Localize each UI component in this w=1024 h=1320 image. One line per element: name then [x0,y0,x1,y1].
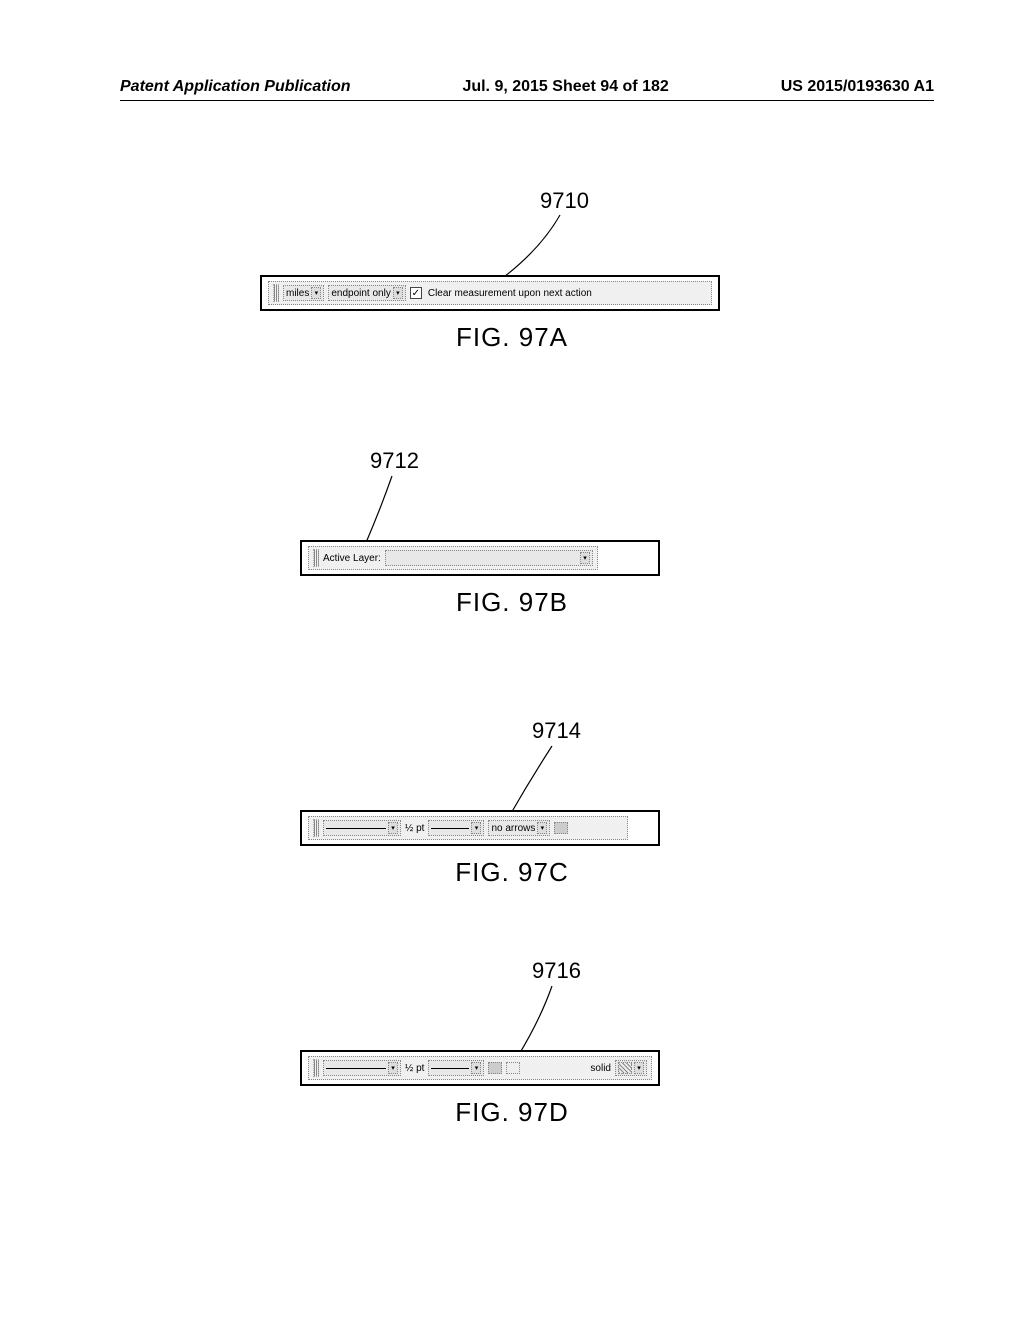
arrows-dropdown-label: no arrows [491,823,535,834]
line-sample-icon [326,1068,386,1069]
fig-97a-label: FIG. 97A [0,322,1024,353]
toolbar-97a: miles ▾ endpoint only ▾ ✓ Clear measurem… [260,275,720,311]
header-center: Jul. 9, 2015 Sheet 94 of 182 [462,78,668,96]
fill-color-swatch[interactable] [506,1062,520,1074]
hatched-swatch-icon [618,1062,632,1074]
fig-97d-label-block: FIG. 97D [0,1091,1024,1128]
toolbar-97c: ▾ ½ pt ▾ no arrows ▾ [300,810,660,846]
active-layer-label: Active Layer: [323,553,381,564]
ref-97a: 9710 [540,188,589,214]
toolbar-strip-97a: miles ▾ endpoint only ▾ ✓ Clear measurem… [268,281,712,305]
toolbar-strip-97d: ▾ ½ pt ▾ solid ▾ [308,1056,652,1080]
units-dropdown-label: miles [286,288,309,299]
clear-checkbox[interactable]: ✓ [410,287,422,299]
chevron-down-icon: ▾ [388,1062,398,1074]
chevron-down-icon: ▾ [537,822,547,834]
line-weight-dropdown[interactable]: ▾ [428,1060,484,1076]
line-color-swatch[interactable] [488,1062,502,1074]
grip-icon [273,284,279,302]
line-sample-icon [326,828,386,829]
fig-97b-label-block: FIG. 97B [0,581,1024,618]
active-layer-dropdown[interactable]: ▾ [385,550,593,566]
fig-97a-label-block: FIG. 97A [0,316,1024,353]
toolbar-97d: ▾ ½ pt ▾ solid ▾ [300,1050,660,1086]
chevron-down-icon: ▾ [388,822,398,834]
line-style-dropdown[interactable]: ▾ [323,820,401,836]
fig-97c-label: FIG. 97C [0,857,1024,888]
ref-97b: 9712 [370,448,419,474]
fig-97d-label: FIG. 97D [0,1097,1024,1128]
line-style-dropdown[interactable]: ▾ [323,1060,401,1076]
color-swatch[interactable] [554,822,568,834]
line-weight-label: ½ pt [405,823,424,834]
chevron-down-icon: ▾ [311,287,321,299]
header-right: US 2015/0193630 A1 [781,78,934,96]
endpoint-dropdown[interactable]: endpoint only ▾ [328,285,406,301]
header-left: Patent Application Publication [120,78,351,96]
chevron-down-icon: ▾ [471,822,481,834]
units-dropdown[interactable]: miles ▾ [283,285,324,301]
toolbar-strip-97b: Active Layer: ▾ [308,546,598,570]
fig-97c-label-block: FIG. 97C [0,851,1024,888]
grip-icon [313,1059,319,1077]
grip-icon [313,549,319,567]
line-weight-label: ½ pt [405,1063,424,1074]
arrows-dropdown[interactable]: no arrows ▾ [488,820,550,836]
chevron-down-icon: ▾ [471,1062,481,1074]
toolbar-97b: Active Layer: ▾ [300,540,660,576]
fig-97b-label: FIG. 97B [0,587,1024,618]
fill-style-label: solid [590,1063,611,1074]
line-sample-icon [431,828,469,829]
chevron-down-icon: ▾ [393,287,403,299]
chevron-down-icon: ▾ [580,552,590,564]
line-sample-icon [431,1068,469,1069]
line-weight-dropdown[interactable]: ▾ [428,820,484,836]
ref-97d: 9716 [532,958,581,984]
toolbar-strip-97c: ▾ ½ pt ▾ no arrows ▾ [308,816,628,840]
grip-icon [313,819,319,837]
chevron-down-icon: ▾ [634,1062,644,1074]
endpoint-dropdown-label: endpoint only [331,288,391,299]
clear-checkbox-label: Clear measurement upon next action [428,288,592,299]
header-rule [120,100,934,101]
fill-style-dropdown[interactable]: ▾ [615,1060,647,1076]
page-header: Patent Application Publication Jul. 9, 2… [120,78,934,96]
ref-97c: 9714 [532,718,581,744]
